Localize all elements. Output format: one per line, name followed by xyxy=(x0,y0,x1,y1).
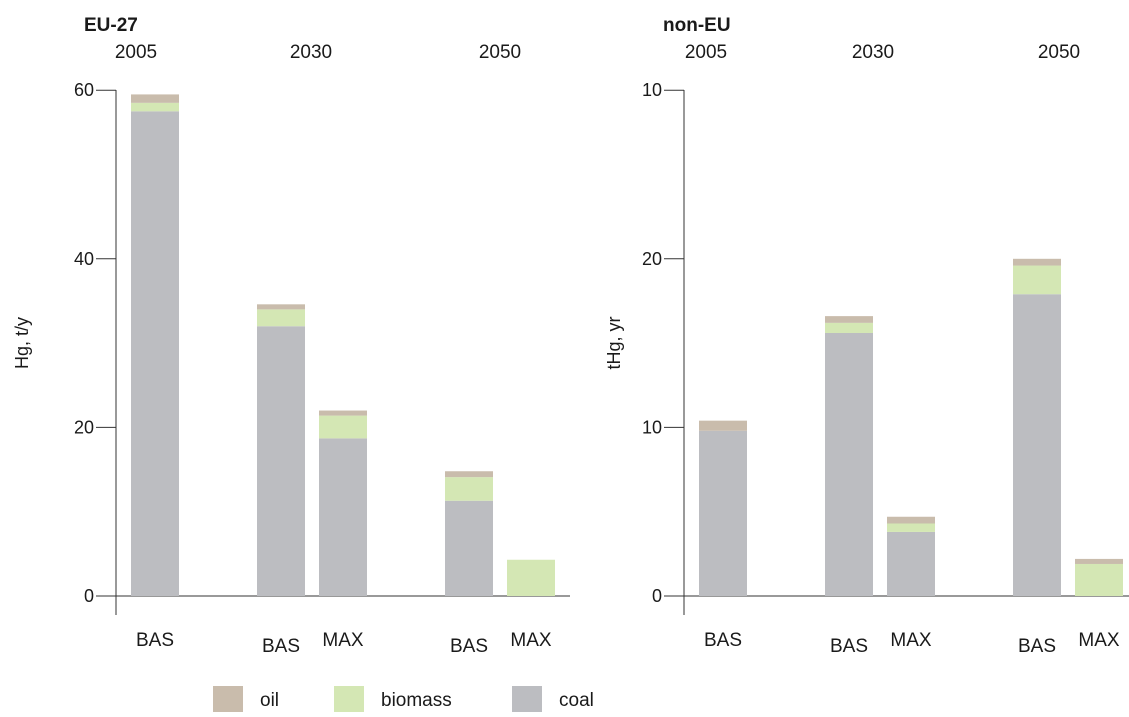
panel-title: non-EU xyxy=(663,15,731,36)
period-label: 2030 xyxy=(852,42,894,63)
bar-segment-biomass xyxy=(445,477,493,501)
y-tick-label: 10 xyxy=(642,80,662,100)
bar-segment-biomass xyxy=(131,102,179,112)
bar-segment-coal xyxy=(1013,294,1061,596)
x-category-label: BAS xyxy=(830,636,868,657)
x-category-label: BAS xyxy=(136,630,174,651)
bar-segment-biomass xyxy=(257,309,305,327)
x-category-label: MAX xyxy=(1078,630,1120,651)
panel-title: EU-27 xyxy=(84,15,138,36)
legend-label: biomass xyxy=(381,690,452,711)
bar-segment-coal xyxy=(887,531,935,596)
bar-segment-oil xyxy=(131,94,179,103)
bar-segment-oil xyxy=(319,410,367,416)
x-category-label: BAS xyxy=(1018,636,1056,657)
bar-segment-oil xyxy=(1075,558,1123,564)
bar-segment-biomass xyxy=(1075,563,1123,596)
stacked-bar xyxy=(825,316,873,596)
y-tick-label: 10 xyxy=(642,417,662,437)
stacked-bar xyxy=(699,420,747,596)
period-label: 2005 xyxy=(115,42,157,63)
bar-segment-coal xyxy=(319,438,367,596)
x-category-label: MAX xyxy=(890,630,932,651)
y-tick-label: 40 xyxy=(74,249,94,269)
legend-label: oil xyxy=(260,690,279,711)
period-label: 2030 xyxy=(290,42,332,63)
y-axis-title: Hg, t/y xyxy=(12,317,32,369)
bar-segment-coal xyxy=(699,430,747,596)
chart-panel-0: EU-27 2005 2030 2050 0 20 40 60 Hg, t/y BAS BAS MAX… xyxy=(12,15,570,657)
bar-segment-biomass xyxy=(319,415,367,439)
chart-panel-1: non-EU 2005 2030 2050 0 10 20 10 tHg, yr BAS BAS MA… xyxy=(604,15,1129,657)
period-label: 2050 xyxy=(479,42,521,63)
stacked-bar xyxy=(1013,258,1061,596)
bar-segment-biomass xyxy=(507,559,555,596)
bar-segment-biomass xyxy=(887,523,935,532)
bar-segment-oil xyxy=(699,420,747,431)
x-category-label: MAX xyxy=(322,630,364,651)
y-tick-label: 0 xyxy=(84,586,94,606)
bar-segment-coal xyxy=(131,111,179,597)
bar-segment-oil xyxy=(257,304,305,310)
stacked-bar xyxy=(887,516,935,596)
x-category-label: MAX xyxy=(510,630,552,651)
legend: oil biomass coal xyxy=(213,686,594,712)
x-category-label: BAS xyxy=(704,630,742,651)
y-tick-label: 60 xyxy=(74,80,94,100)
bar-segment-biomass xyxy=(825,322,873,333)
stacked-bar xyxy=(131,94,179,597)
bar-segment-oil xyxy=(887,516,935,524)
legend-label: coal xyxy=(559,690,594,711)
stacked-bar xyxy=(257,304,305,596)
period-label: 2050 xyxy=(1038,42,1080,63)
stacked-bar xyxy=(445,471,493,596)
stacked-bar xyxy=(507,559,555,596)
bar-segment-coal xyxy=(445,500,493,596)
bar-segment-biomass xyxy=(1013,265,1061,295)
y-tick-label: 20 xyxy=(74,417,94,437)
bar-segment-oil xyxy=(445,471,493,478)
stacked-bar xyxy=(319,410,367,596)
x-category-label: BAS xyxy=(262,636,300,657)
legend-swatch-biomass xyxy=(334,686,364,712)
bar-segment-coal xyxy=(257,326,305,596)
bar-segment-coal xyxy=(825,332,873,596)
legend-swatch-oil xyxy=(213,686,243,712)
bar-segment-oil xyxy=(825,316,873,323)
y-tick-label: 0 xyxy=(652,586,662,606)
legend-swatch-coal xyxy=(512,686,542,712)
stacked-bar xyxy=(1075,558,1123,596)
x-category-label: BAS xyxy=(450,636,488,657)
y-axis-title: tHg, yr xyxy=(604,316,624,369)
period-label: 2005 xyxy=(685,42,727,63)
y-tick-label: 20 xyxy=(642,249,662,269)
bar-segment-oil xyxy=(1013,258,1061,266)
